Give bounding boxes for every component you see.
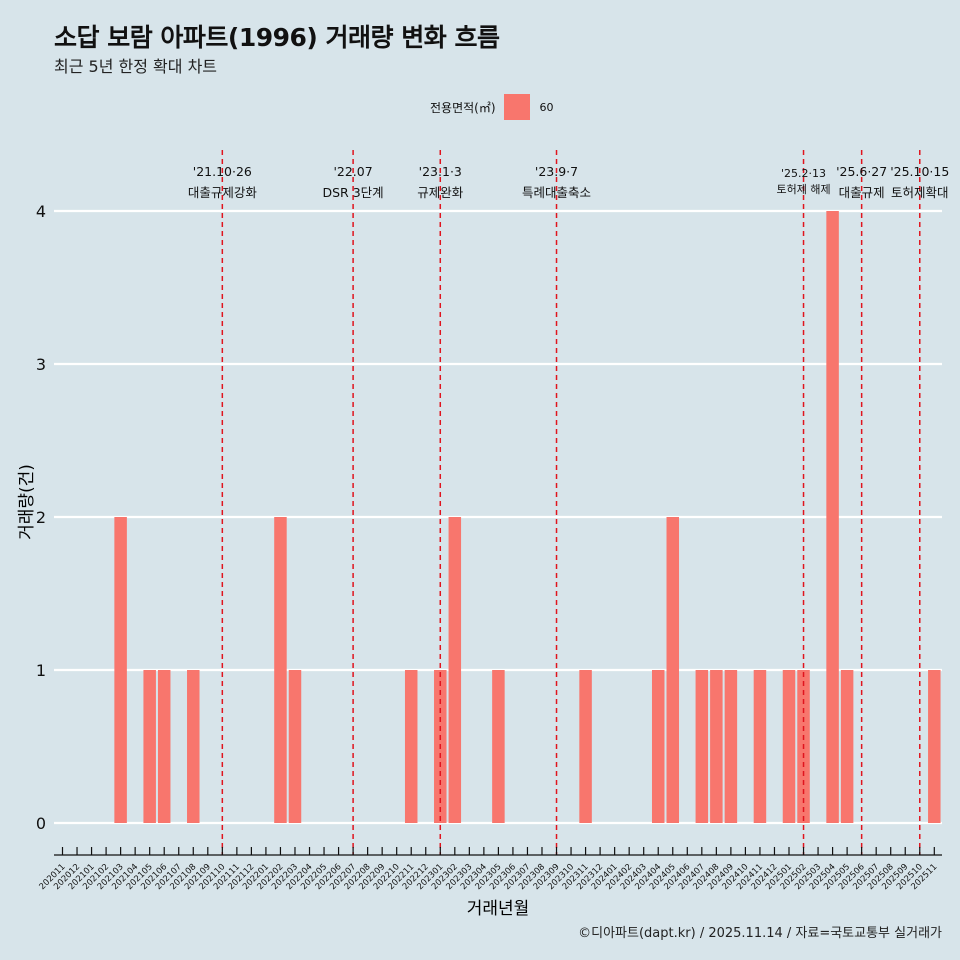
event-date: '23.1·3 [419,164,462,179]
event-date: '21.10·26 [193,164,252,179]
legend-label: 60 [539,100,554,114]
bar [114,517,127,823]
legend-swatch [503,94,530,120]
event-label: 특례대출축소 [522,185,591,200]
chart-subtitle: 최근 5년 한정 확대 차트 [54,57,218,76]
event-date: '23.9·7 [535,164,578,179]
y-axis-label: 거래량(건) [17,464,37,540]
event-date: '22.07 [333,164,372,179]
bar [782,670,796,823]
event-date: '25.2·13 [781,167,826,180]
bar [724,670,738,823]
bar [492,670,505,823]
event-label: 토허제 해제 [776,182,830,196]
event-label: DSR 3단계 [323,185,384,200]
legend: 전용면적(㎡) 60 [430,94,554,120]
bar [143,670,156,823]
bar [666,517,680,823]
bar [274,517,287,823]
y-tick-label: 4 [36,202,46,221]
source-caption: ©디아파트(dapt.kr) / 2025.11.14 / 자료=국토교통부 실… [578,926,942,941]
y-tick-label: 0 [36,814,46,833]
chart-title: 소답 보람 아파트(1996) 거래량 변화 흐름 [54,23,500,52]
y-tick-label: 1 [36,661,46,680]
event-label: 대출규제 [839,185,885,200]
bars [114,211,941,823]
bar [826,211,839,823]
event-date: '25.6·27 [836,164,887,179]
bar [288,670,302,823]
bar [404,670,418,823]
bar [579,670,592,823]
x-axis-label: 거래년월 [467,899,530,919]
bar [840,670,854,823]
bar [710,670,723,823]
event-markers: '21.10·26 대출규제강화 '22.07 DSR 3단계 '23.1·3 규제완화 '… [188,150,949,855]
y-tick-label: 2 [36,508,46,527]
event-date: '25.10·15 [890,164,949,179]
event-label: 토허제확대 [891,185,949,200]
event-label: 규제완화 [417,185,464,200]
event-label: 대출규제강화 [188,185,258,200]
bar [157,670,171,823]
bar [448,517,462,823]
bar [651,670,665,823]
legend-title: 전용면적(㎡) [430,100,496,115]
bar [187,670,200,823]
bar [928,670,941,823]
bar [753,670,767,823]
y-tick-label: 3 [36,355,46,374]
bar [695,670,709,823]
